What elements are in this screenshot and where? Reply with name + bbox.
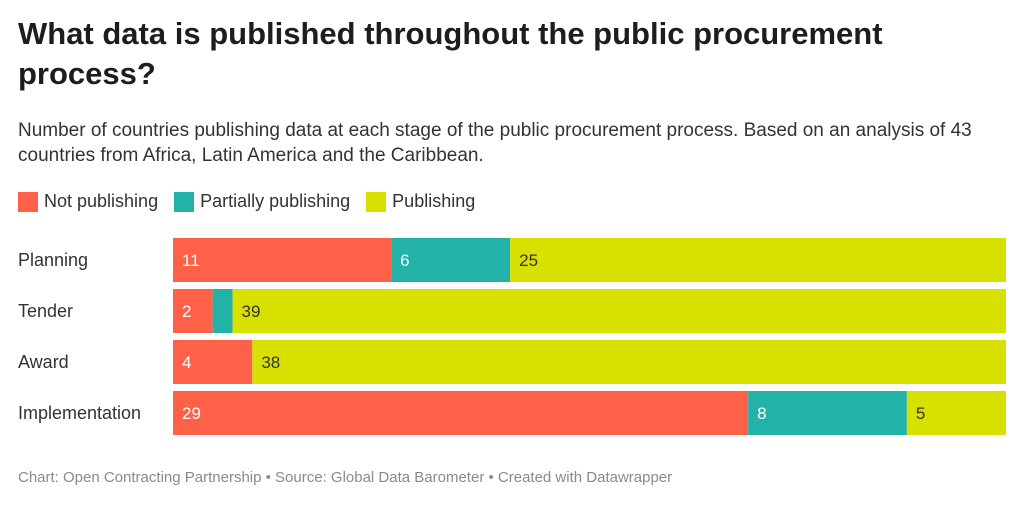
bar-segment (391, 238, 511, 282)
legend-swatch (366, 191, 387, 212)
data-label: 39 (242, 302, 261, 321)
legend: Not publishing Partially publishing Publ… (18, 191, 475, 212)
data-label: 8 (757, 404, 766, 423)
category-label: Implementation (18, 403, 141, 423)
chart-subtitle: Number of countries publishing data at e… (18, 120, 972, 166)
data-label: 29 (182, 404, 201, 423)
legend-item-not-publishing: Not publishing (18, 191, 158, 212)
bar-segment (212, 289, 233, 333)
legend-item-partially-publishing: Partially publishing (174, 191, 350, 212)
bar-segment (510, 238, 1006, 282)
data-label: 6 (400, 251, 409, 270)
legend-swatch (18, 191, 38, 212)
chart-footer: Chart: Open Contracting Partnership • So… (18, 469, 673, 486)
category-label: Tender (18, 301, 73, 321)
legend-label: Publishing (392, 191, 476, 211)
bar-segment (173, 340, 253, 384)
category-label: Planning (18, 250, 88, 270)
bar-segment (173, 238, 392, 282)
data-label: 38 (261, 353, 280, 372)
legend-label: Partially publishing (200, 191, 351, 211)
legend-item-publishing: Publishing (366, 191, 475, 212)
bar-segment (173, 289, 213, 333)
chart-title: What data is published throughout the pu… (18, 16, 883, 91)
bar-segment (232, 289, 1006, 333)
data-label: 11 (182, 251, 200, 270)
bar-segment (906, 391, 1006, 435)
data-label: 5 (916, 404, 925, 423)
legend-swatch (174, 191, 195, 212)
data-label: 4 (182, 353, 191, 372)
data-label: 2 (182, 302, 191, 321)
stacked-bar-chart: Planning 11 6 25 Tender 2 39 Award 4 38 Implementa… (18, 238, 1007, 435)
data-label: 25 (519, 251, 538, 270)
bar-segment (748, 391, 907, 435)
bar-segment (252, 340, 1007, 384)
bar-segment (173, 391, 749, 435)
legend-label: Not publishing (44, 191, 159, 211)
category-label: Award (18, 352, 69, 372)
